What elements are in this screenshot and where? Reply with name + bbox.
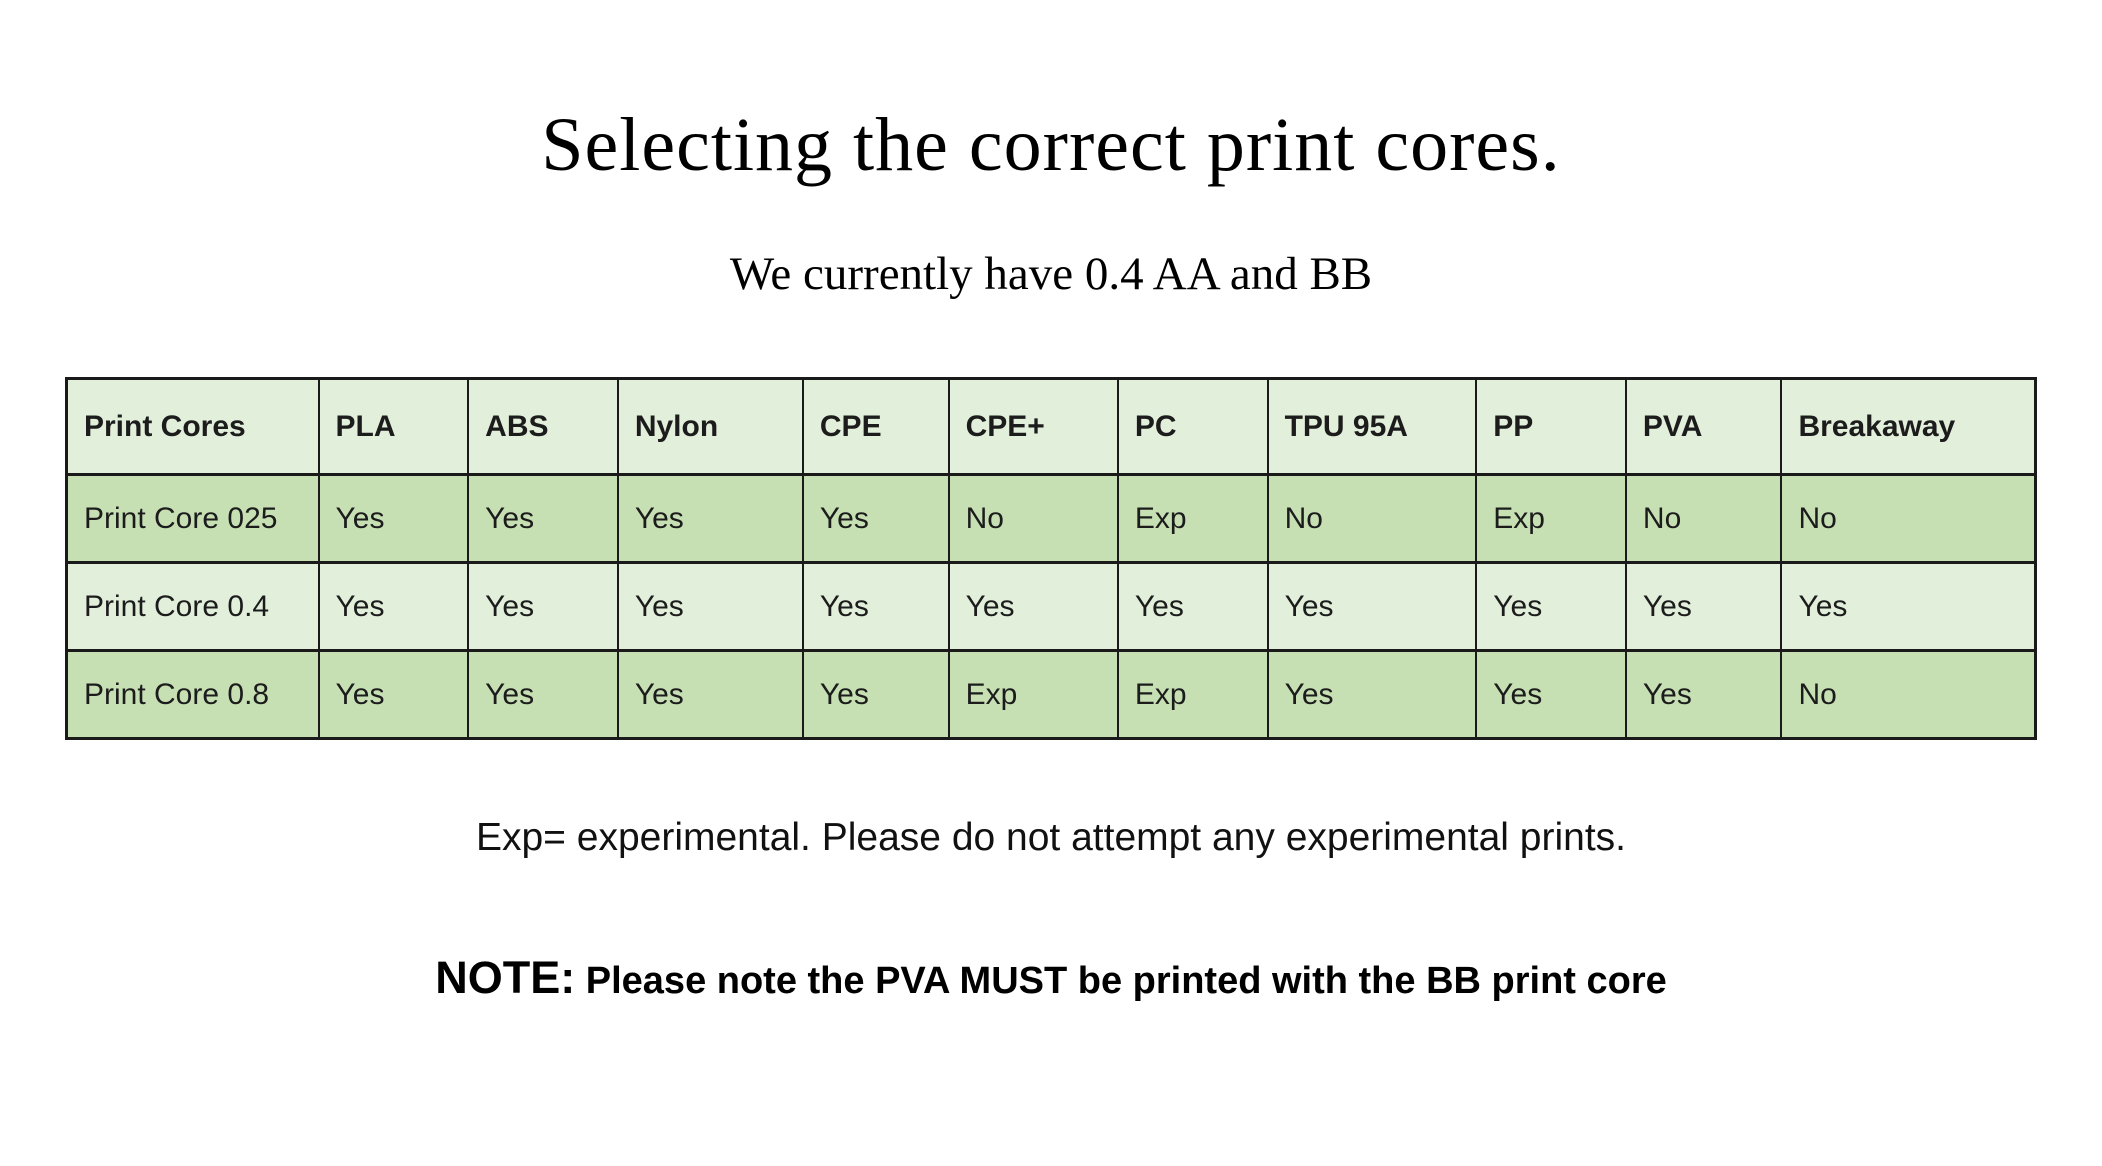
data-cell: Yes	[801, 473, 950, 564]
pva-note-text: Please note the PVA MUST be printed with…	[575, 960, 1667, 1002]
table-row-print-core-0-8: Print Core 0.8 Yes Yes Yes Yes Exp Exp Y…	[65, 649, 2037, 740]
header-cell-pla: PLA	[317, 377, 470, 476]
data-cell: Exp	[947, 649, 1119, 740]
data-cell: Yes	[616, 473, 804, 564]
data-cell: No	[1266, 473, 1478, 564]
data-cell: Yes	[801, 561, 950, 652]
data-cell: Yes	[467, 649, 619, 740]
data-cell: Yes	[1116, 561, 1269, 652]
data-cell: Yes	[801, 649, 950, 740]
data-cell: Yes	[1266, 649, 1478, 740]
print-cores-table: Print Cores PLA ABS Nylon CPE CPE+ PC TP…	[65, 377, 2037, 740]
row-label-cell: Print Core 0.4	[65, 561, 320, 652]
header-cell-pva: PVA	[1624, 377, 1783, 476]
data-cell: No	[1780, 649, 2037, 740]
table-row-print-core-025: Print Core 025 Yes Yes Yes Yes No Exp No…	[65, 473, 2037, 564]
data-cell: Yes	[467, 473, 619, 564]
data-cell: Yes	[317, 649, 470, 740]
table-header-row: Print Cores PLA ABS Nylon CPE CPE+ PC TP…	[65, 377, 2037, 476]
pva-note-label: NOTE:	[435, 952, 576, 1003]
header-cell-cpe-plus: CPE+	[947, 377, 1119, 476]
header-cell-abs: ABS	[467, 377, 619, 476]
row-label-cell: Print Core 0.8	[65, 649, 320, 740]
row-label-cell: Print Core 025	[65, 473, 320, 564]
data-cell: Yes	[1624, 649, 1783, 740]
data-cell: Yes	[616, 561, 804, 652]
data-cell: No	[1624, 473, 1783, 564]
data-cell: Yes	[1475, 561, 1627, 652]
header-cell-breakaway: Breakaway	[1780, 377, 2037, 476]
data-cell: Exp	[1475, 473, 1627, 564]
experimental-note: Exp= experimental. Please do not attempt…	[475, 816, 1627, 859]
header-cell-cpe: CPE	[801, 377, 950, 476]
header-cell-tpu-95a: TPU 95A	[1266, 377, 1478, 476]
data-cell: Yes	[616, 649, 804, 740]
data-cell: Yes	[1780, 561, 2037, 652]
data-cell: Yes	[1266, 561, 1478, 652]
data-cell: Yes	[947, 561, 1119, 652]
data-cell: Yes	[1475, 649, 1627, 740]
header-cell-pc: PC	[1116, 377, 1269, 476]
data-cell: Exp	[1116, 649, 1269, 740]
page-title: Selecting the correct print cores.	[541, 103, 1561, 187]
data-cell: Yes	[1624, 561, 1783, 652]
table-row-print-core-0-4: Print Core 0.4 Yes Yes Yes Yes Yes Yes Y…	[65, 561, 2037, 652]
data-cell: Yes	[467, 561, 619, 652]
pva-note: NOTE: Please note the PVA MUST be printe…	[0, 952, 2102, 1004]
header-cell-print-cores: Print Cores	[65, 377, 320, 476]
data-cell: Yes	[317, 473, 470, 564]
data-cell: Yes	[317, 561, 470, 652]
header-cell-nylon: Nylon	[616, 377, 804, 476]
data-cell: No	[947, 473, 1119, 564]
page-subtitle: We currently have 0.4 AA and BB	[729, 248, 1373, 300]
header-cell-pp: PP	[1475, 377, 1627, 476]
data-cell: No	[1780, 473, 2037, 564]
data-cell: Exp	[1116, 473, 1269, 564]
